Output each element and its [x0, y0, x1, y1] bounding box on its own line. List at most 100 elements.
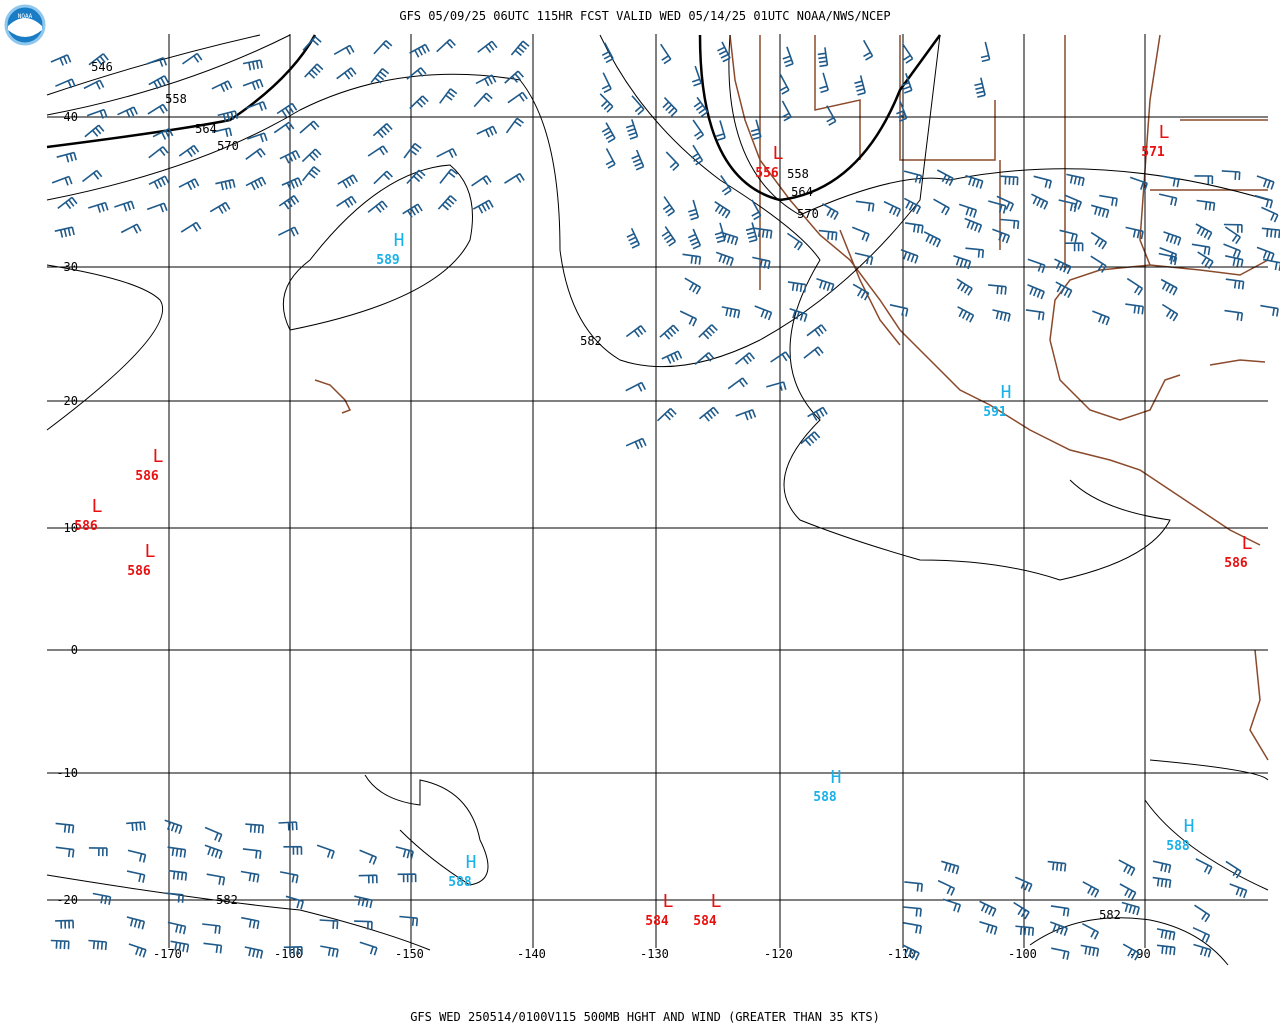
contour-label: 546: [91, 60, 113, 74]
graticule: -170 -160 -150 -140 -130 -120 -110 -100 -9040302…: [47, 34, 1268, 961]
wind-barb: [1014, 876, 1033, 893]
wind-barb: [1196, 199, 1216, 211]
wind-barb: [1122, 943, 1140, 961]
contour-label: 558: [787, 167, 809, 181]
wind-barb: [750, 119, 762, 140]
lat-label: -10: [56, 766, 78, 780]
wind-barb: [800, 431, 821, 447]
wind-barb: [717, 41, 731, 63]
wind-barb: [82, 169, 103, 183]
wind-barb: [206, 873, 226, 886]
wind-barb: [942, 898, 962, 913]
wind-barb: [1013, 901, 1030, 920]
wind-barb: [694, 351, 715, 366]
wind-barb: [863, 39, 874, 61]
contour: [728, 34, 1269, 216]
wind-barb: [240, 870, 260, 883]
wind-barb: [302, 36, 322, 51]
wind-barb: [734, 352, 756, 365]
wind-barb: [782, 46, 794, 68]
wind-barb: [665, 151, 680, 171]
wind-barb: [988, 200, 1007, 214]
lon-label: -130: [640, 947, 669, 961]
center-letter: H: [1001, 382, 1012, 403]
wind-barb: [370, 67, 390, 84]
wind-barb: [682, 253, 702, 265]
wind-barb: [126, 821, 146, 832]
wind-barb: [889, 304, 909, 317]
contour: [1144, 759, 1269, 891]
wind-barb: [903, 170, 923, 184]
center-letter: H: [394, 230, 405, 251]
wind-barb: [1261, 206, 1279, 223]
wind-barb: [283, 946, 303, 956]
wind-barb: [278, 195, 300, 210]
wind-barb: [1152, 876, 1172, 889]
wind-barb: [358, 874, 378, 884]
wind-barb: [117, 106, 138, 119]
wind-barb: [904, 881, 923, 892]
wind-barb: [409, 95, 429, 110]
wind-barb: [1047, 860, 1067, 872]
wind-barb: [88, 201, 109, 213]
wind-barb: [816, 278, 835, 293]
logo-text: NOAA: [18, 13, 33, 20]
wind-barb: [242, 78, 264, 91]
wind-barb: [1156, 928, 1176, 941]
lat-label: 0: [71, 643, 78, 657]
wind-barb: [246, 101, 267, 111]
wind-barb: [84, 124, 105, 138]
wind-barb: [397, 873, 417, 883]
wind-barb: [148, 175, 170, 190]
wind-barb: [83, 79, 105, 90]
wind-barb: [1195, 223, 1213, 240]
wind-barbs: [50, 36, 1280, 961]
wind-barb: [436, 38, 456, 53]
wind-barb: [211, 80, 233, 93]
wind-barb: [146, 57, 168, 67]
wind-barb: [896, 101, 908, 122]
wind-barb: [504, 70, 524, 84]
wind-barb: [957, 306, 975, 323]
wind-barb: [279, 149, 301, 164]
center-letter: L: [92, 496, 103, 517]
wind-barb: [209, 201, 231, 214]
wind-barb: [247, 132, 268, 143]
wind-barb: [1254, 194, 1274, 209]
wind-barb: [698, 324, 718, 340]
wind-barb: [1195, 858, 1213, 875]
contour: [46, 34, 941, 368]
wind-barb: [204, 844, 223, 860]
wind-barb: [1099, 194, 1118, 207]
center-value: 588: [1166, 839, 1190, 854]
labels: H 589 H 591 H 588 H 588 H 588 L 586 L 586 L 586 L 556 L 571…: [74, 60, 1252, 929]
wind-barb: [903, 922, 922, 934]
lat-label: 20: [64, 394, 78, 408]
center-value: 588: [448, 875, 472, 890]
wind-barb: [1080, 944, 1100, 957]
wind-barb: [367, 200, 388, 213]
wind-barb: [822, 203, 839, 220]
wind-barb: [167, 921, 187, 935]
wind-barb: [1160, 175, 1180, 188]
lat-label: 10: [64, 521, 78, 535]
center-letter: L: [1242, 533, 1253, 554]
wind-barb: [336, 195, 357, 208]
lon-label: -140: [517, 947, 546, 961]
hawaii: [314, 379, 352, 414]
center-letter: H: [466, 852, 477, 873]
wind-barb: [406, 67, 427, 80]
wind-barb: [180, 221, 202, 233]
wind-barb: [937, 879, 956, 896]
wind-barb: [661, 350, 683, 364]
wind-barb: [752, 256, 771, 270]
wind-barb: [1221, 170, 1241, 181]
wind-barb: [301, 166, 321, 182]
contour-589: [282, 164, 473, 331]
wind-barb: [851, 226, 870, 242]
contour: [1029, 917, 1229, 966]
wind-barb: [992, 228, 1011, 244]
wind-barb: [662, 97, 678, 117]
wind-barb: [402, 203, 423, 218]
